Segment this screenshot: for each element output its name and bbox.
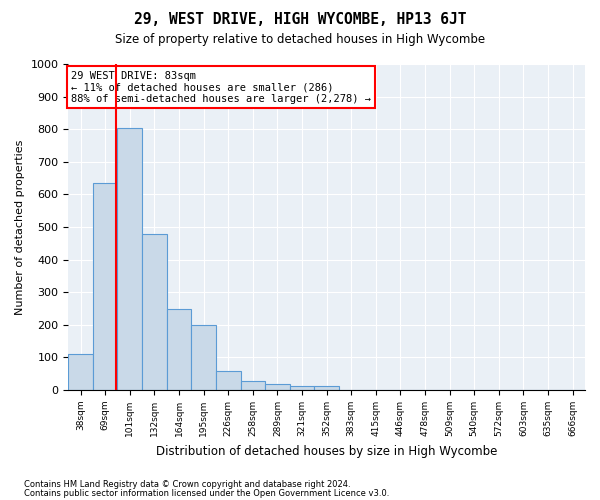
Text: 29, WEST DRIVE, HIGH WYCOMBE, HP13 6JT: 29, WEST DRIVE, HIGH WYCOMBE, HP13 6JT (134, 12, 466, 28)
Y-axis label: Number of detached properties: Number of detached properties (15, 140, 25, 314)
Text: Size of property relative to detached houses in High Wycombe: Size of property relative to detached ho… (115, 32, 485, 46)
Bar (68, 354, 93, 390)
Bar (290, 386, 314, 390)
Text: Contains HM Land Registry data © Crown copyright and database right 2024.: Contains HM Land Registry data © Crown c… (24, 480, 350, 489)
Bar (241, 382, 265, 390)
Bar (265, 384, 290, 390)
Text: 29 WEST DRIVE: 83sqm
← 11% of detached houses are smaller (286)
88% of semi-deta: 29 WEST DRIVE: 83sqm ← 11% of detached h… (71, 70, 371, 104)
Text: Contains public sector information licensed under the Open Government Licence v3: Contains public sector information licen… (24, 488, 389, 498)
Bar (142, 234, 167, 390)
Bar (314, 386, 339, 390)
Bar (216, 370, 241, 390)
X-axis label: Distribution of detached houses by size in High Wycombe: Distribution of detached houses by size … (156, 444, 497, 458)
Bar (167, 308, 191, 390)
Bar (93, 183, 118, 390)
Bar (191, 325, 216, 390)
Bar (118, 128, 142, 390)
